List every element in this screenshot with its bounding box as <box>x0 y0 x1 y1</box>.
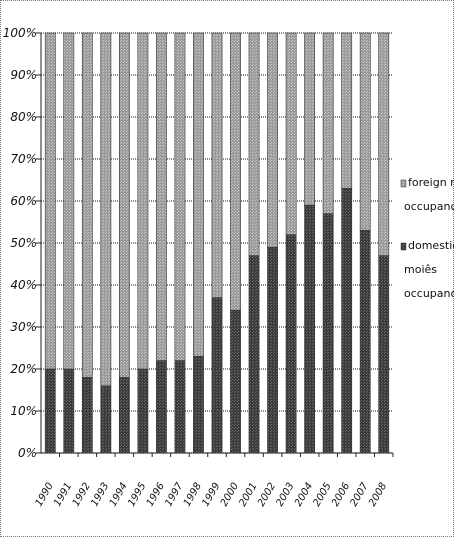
x-tick-label: 2004 <box>293 481 315 509</box>
bar-segment <box>81 377 93 454</box>
bar-segment <box>285 32 297 235</box>
bar-segment <box>230 32 241 311</box>
bar-segment <box>248 32 260 256</box>
legend-label: occupancy <box>404 200 454 213</box>
bar-segment <box>156 360 167 454</box>
bar-segment <box>44 32 56 370</box>
bar-segment <box>267 246 278 454</box>
legend-label: moiês <box>404 263 437 276</box>
y-tick-label: 100% <box>3 26 37 40</box>
y-tick-label: 40% <box>10 278 37 292</box>
bar-segment <box>137 32 149 370</box>
legend-label: foreign moiês <box>408 176 454 189</box>
bar-segment <box>304 32 316 206</box>
bar-segment <box>100 32 112 387</box>
bar-segment <box>156 32 167 361</box>
x-tick-label: 2000 <box>219 481 241 509</box>
y-tick-label: 20% <box>10 362 37 376</box>
legend-label: domestic <box>408 239 454 252</box>
bar-segment <box>118 377 130 454</box>
bar-segment <box>230 309 241 454</box>
bar-segment <box>63 368 75 454</box>
bar-segment <box>359 32 371 231</box>
bar-segment <box>285 234 297 454</box>
bar-segment <box>193 32 204 357</box>
y-tick-label: 70% <box>10 152 37 166</box>
x-tick-label: 2001 <box>237 481 259 509</box>
bar-segment <box>322 32 334 214</box>
bar-segment <box>267 32 278 248</box>
legend-swatch <box>400 242 407 251</box>
bar-segment <box>63 32 75 370</box>
y-tick-label: 90% <box>10 68 37 82</box>
x-tick-label: 1998 <box>182 481 204 509</box>
bar-segment <box>378 32 390 256</box>
bar-segment <box>304 204 316 454</box>
y-tick-label: 0% <box>18 446 37 460</box>
y-tick-label: 80% <box>10 110 37 124</box>
y-tick-label: 50% <box>10 236 37 250</box>
y-tick-label: 10% <box>10 404 37 418</box>
bar-segment <box>44 368 56 454</box>
bar-segment <box>341 188 353 454</box>
bar-segment <box>211 297 223 454</box>
y-tick-label: 30% <box>10 320 37 334</box>
x-tick-label: 1991 <box>52 481 74 509</box>
bar-segment <box>118 32 130 378</box>
x-tick-label: 1994 <box>108 481 130 509</box>
bar-segment <box>248 255 260 454</box>
bar-segment <box>341 32 353 189</box>
x-tick-label: 2008 <box>367 481 389 509</box>
bar-segment <box>137 368 149 454</box>
bar-segment <box>193 356 204 454</box>
y-tick-label: 60% <box>10 194 37 208</box>
bar-segment <box>322 213 334 454</box>
bar-segment <box>174 32 186 361</box>
bar-segment <box>81 32 93 378</box>
bar-segment <box>174 360 186 454</box>
bar-segment <box>359 230 371 454</box>
legend-swatch <box>400 179 407 188</box>
bar-segment <box>211 32 223 298</box>
bar-segment <box>378 255 390 454</box>
legend-label: occupancy <box>404 287 454 300</box>
bar-segment <box>100 385 112 454</box>
